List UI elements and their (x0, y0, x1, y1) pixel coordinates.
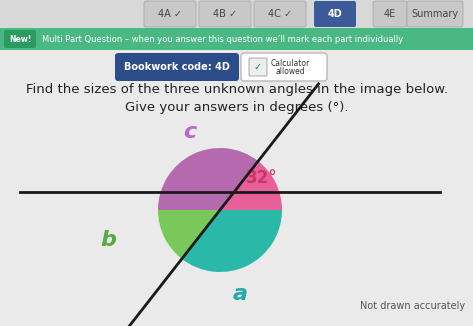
FancyBboxPatch shape (199, 1, 251, 27)
FancyBboxPatch shape (144, 1, 196, 27)
Text: 4D: 4D (328, 9, 342, 19)
Text: 32°: 32° (246, 169, 278, 187)
Text: c: c (184, 122, 197, 142)
FancyBboxPatch shape (314, 1, 356, 27)
Wedge shape (182, 210, 282, 272)
Bar (0, 28, 473, 50)
FancyBboxPatch shape (241, 53, 327, 81)
FancyBboxPatch shape (407, 1, 463, 27)
Wedge shape (158, 148, 258, 210)
Text: b: b (100, 230, 116, 250)
Text: 4A ✓: 4A ✓ (158, 9, 182, 19)
Text: 4E: 4E (384, 9, 396, 19)
Text: Summary: Summary (412, 9, 458, 19)
Text: allowed: allowed (275, 67, 305, 77)
Wedge shape (158, 210, 220, 259)
FancyBboxPatch shape (254, 1, 306, 27)
Text: Find the sizes of the three unknown angles in the image below.: Find the sizes of the three unknown angl… (26, 83, 447, 96)
FancyBboxPatch shape (249, 58, 267, 76)
FancyBboxPatch shape (115, 53, 239, 81)
Text: Give your answers in degrees (°).: Give your answers in degrees (°). (125, 101, 348, 114)
Text: ✓: ✓ (254, 62, 262, 72)
Text: 4C ✓: 4C ✓ (268, 9, 292, 19)
Bar (0, 0, 473, 28)
Text: a: a (233, 284, 247, 304)
Wedge shape (220, 161, 282, 210)
Text: Multi Part Question – when you answer this question we’ll mark each part individ: Multi Part Question – when you answer th… (42, 35, 403, 43)
Text: Not drawn accurately: Not drawn accurately (360, 301, 465, 311)
Text: 4B ✓: 4B ✓ (213, 9, 237, 19)
Text: New!: New! (9, 35, 31, 43)
FancyBboxPatch shape (373, 1, 407, 27)
FancyBboxPatch shape (4, 30, 36, 48)
Text: Bookwork code: 4D: Bookwork code: 4D (124, 62, 230, 72)
Text: Calculator: Calculator (271, 58, 310, 67)
